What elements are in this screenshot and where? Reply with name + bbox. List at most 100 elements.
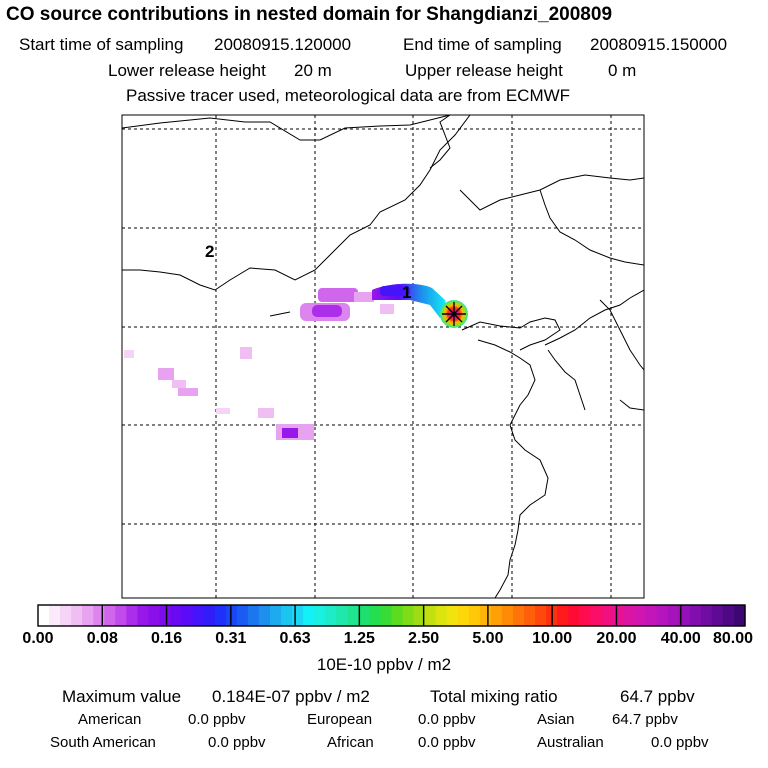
colorbar-cell [258, 605, 271, 626]
colorbar-cell [192, 605, 205, 626]
region-value-european: 0.0 ppbv [418, 711, 476, 728]
colorbar-tick-label: 40.00 [660, 630, 701, 647]
end-time-label: End time of sampling [403, 35, 562, 54]
colorbar-cell [225, 605, 238, 626]
colorbar-cell [38, 605, 50, 626]
start-time-value: 20080915.120000 [214, 35, 352, 54]
colorbar-cell [689, 605, 702, 626]
colorbar-cell [281, 605, 293, 626]
region-value-australian: 0.0 ppbv [651, 734, 709, 751]
colorbar-cell [303, 605, 315, 626]
colorbar-cell [711, 605, 724, 626]
region-name-american: American [78, 711, 142, 728]
colorbar-cell [380, 605, 393, 626]
upper-release-label: Upper release height [405, 61, 563, 80]
end-time-value: 20080915.150000 [590, 35, 728, 54]
region-value-south-american: 0.0 ppbv [208, 734, 266, 751]
upper-release-value: 0 m [608, 61, 637, 80]
colorbar-cell [148, 605, 161, 626]
colorbar-cell [391, 605, 404, 626]
colorbar-cell [435, 605, 448, 626]
colorbar-cell [159, 605, 172, 626]
colorbar-unit: 10E-10 ppbv / m2 [316, 655, 452, 674]
colorbar-tick-label: 80.00 [712, 630, 754, 647]
region-name-asian: Asian [537, 711, 575, 728]
region-name-african: African [327, 734, 374, 751]
colorbar-tick-label: 0.31 [215, 630, 247, 647]
colorbar-cell [82, 605, 94, 626]
colorbar-cell [336, 605, 348, 626]
colorbar-cell [369, 605, 382, 626]
colorbar-tick-label: 20.00 [596, 630, 637, 647]
colorbar-cell [667, 605, 680, 626]
colorbar-cell [656, 605, 669, 626]
region-value-american: 0.0 ppbv [188, 711, 246, 728]
colorbar-cell [722, 605, 735, 626]
colorbar-cell [137, 605, 150, 626]
max-value-label: Maximum value [62, 687, 182, 706]
total-mixing-label: Total mixing ratio [430, 687, 558, 706]
colorbar-cell [358, 605, 371, 626]
colorbar-cell [203, 605, 216, 626]
colorbar-cell [601, 605, 614, 626]
colorbar-cell [524, 605, 536, 626]
colorbar-tick-label: 0.08 [86, 630, 118, 647]
total-mixing-value: 64.7 ppbv [620, 687, 695, 706]
colorbar-cell [612, 605, 625, 626]
colorbar-frame [37, 604, 746, 627]
colorbar-tick-label: 0.63 [279, 630, 311, 647]
receptor-marker [442, 302, 466, 326]
colorbar-cell [247, 605, 260, 626]
colorbar-cell [170, 605, 183, 626]
colorbar-cell [181, 605, 194, 626]
colorbar-cell [490, 605, 503, 626]
colorbar-cell [325, 605, 337, 626]
colorbar-cell [733, 605, 746, 626]
colorbar-cell [269, 605, 282, 626]
colorbar-cell [590, 605, 602, 626]
max-value: 0.184E-07 ppbv / m2 [212, 687, 370, 706]
colorbar-cell [402, 605, 415, 626]
colorbar-cell [700, 605, 713, 626]
coastlines [122, 115, 644, 598]
colorbar-cell [347, 605, 359, 626]
lat-lon-grid [122, 115, 644, 598]
tracer-note: Passive tracer used, meteorological data… [126, 86, 571, 105]
colorbar-cell [634, 605, 647, 626]
colorbar-cell [678, 605, 691, 626]
colorbar-tick-label: 10.00 [532, 630, 573, 647]
colorbar-cell [71, 605, 83, 626]
colorbar-cell [535, 605, 547, 626]
lower-release-label: Lower release height [108, 61, 266, 80]
colorbar-tick-label: 2.50 [408, 630, 440, 647]
colorbar-cell [557, 605, 569, 626]
colorbar-tick-label: 5.00 [472, 630, 504, 647]
region-label-2: 2 [205, 242, 214, 261]
colorbar-cell [236, 605, 249, 626]
colorbar-cell [645, 605, 658, 626]
colorbar-cell [568, 605, 580, 626]
colorbar-cell [126, 605, 139, 626]
region-name-australian: Australian [537, 734, 604, 751]
colorbar-cell [292, 605, 304, 626]
colorbar-cell [49, 605, 61, 626]
colorbar-cell [60, 605, 72, 626]
colorbar-cell [513, 605, 525, 626]
map-title: CO source contributions in nested domain… [6, 4, 613, 25]
colorbar-cell [457, 605, 470, 626]
colorbar-cell [468, 605, 481, 626]
colorbar-cell [501, 605, 514, 626]
concentration-field [124, 283, 468, 440]
region-name-european: European [307, 711, 373, 728]
region-name-south-american: South American [50, 734, 156, 751]
map-frame [121, 114, 645, 599]
colorbar-cell [424, 605, 437, 626]
colorbar-cell [579, 605, 591, 626]
colorbar-cell [314, 605, 326, 626]
colorbar-cell [446, 605, 459, 626]
lower-release-value: 20 m [294, 61, 332, 80]
map-panel: 2 1 [121, 114, 645, 599]
colorbar-tick-label: 0.00 [22, 630, 54, 647]
colorbar-cell [214, 605, 227, 626]
